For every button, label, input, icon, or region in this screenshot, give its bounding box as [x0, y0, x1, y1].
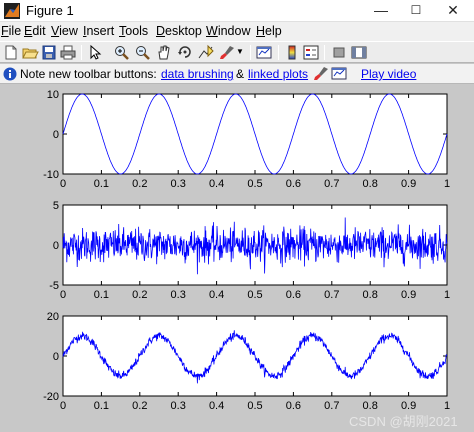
brush-dropdown-arrow-icon[interactable]: ▼ [236, 47, 244, 56]
info-bar: Note new toolbar buttons: data brushing … [0, 64, 474, 84]
data-cursor-icon[interactable] [197, 44, 215, 61]
x-tick-label: 0.1 [94, 178, 109, 190]
x-tick-label: 0.3 [171, 400, 186, 412]
x-tick-label: 0.5 [247, 289, 262, 301]
x-tick-label: 0.6 [286, 178, 301, 190]
x-tick-label: 0.3 [171, 178, 186, 190]
link-plot-icon[interactable] [255, 44, 273, 61]
y-tick-label: -20 [43, 391, 59, 403]
info-ampersand: & [236, 67, 245, 81]
play-video-link[interactable]: Play video [361, 67, 417, 81]
brush-icon [314, 67, 328, 80]
x-tick-label: 0.8 [363, 178, 378, 190]
zoom-out-icon[interactable] [134, 44, 152, 61]
x-tick-label: 0 [60, 289, 66, 301]
menu-desktop[interactable]: Desktop [156, 24, 202, 38]
x-tick-label: 0.6 [286, 289, 301, 301]
x-tick-label: 0.9 [401, 178, 416, 190]
edit-plot-arrow-icon[interactable] [86, 44, 104, 61]
new-figure-icon[interactable] [2, 44, 20, 61]
x-tick-label: 0.5 [247, 178, 262, 190]
series-line-3 [62, 330, 448, 384]
x-tick-label: 0.3 [171, 289, 186, 301]
toolbar-separator [324, 45, 325, 60]
x-tick-label: 0.6 [286, 400, 301, 412]
menu-file[interactable]: File [1, 24, 22, 38]
series-line-2 [62, 217, 448, 275]
x-tick-label: 0.9 [401, 289, 416, 301]
toolbar-separator [250, 45, 251, 60]
menu-tools[interactable]: Tools [119, 24, 149, 38]
print-icon[interactable] [59, 44, 77, 61]
x-tick-label: 1 [444, 178, 450, 190]
x-tick-label: 1 [444, 400, 450, 412]
menu-help[interactable]: Help [256, 24, 282, 38]
x-tick-label: 0.4 [209, 178, 224, 190]
close-button[interactable]: ✕ [447, 2, 459, 18]
y-tick-label: 0 [53, 351, 59, 363]
y-tick-label: 0 [53, 129, 59, 141]
linked-plots-link[interactable]: linked plots [248, 67, 309, 81]
x-tick-label: 1 [444, 289, 450, 301]
x-tick-label: 0.1 [94, 289, 109, 301]
open-file-icon[interactable] [21, 44, 39, 61]
y-tick-label: -10 [43, 169, 59, 181]
x-tick-label: 0.2 [132, 178, 147, 190]
link-plot-icon [331, 67, 347, 80]
x-tick-label: 0.8 [363, 289, 378, 301]
x-tick-label: 0.4 [209, 400, 224, 412]
x-tick-label: 0.1 [94, 400, 109, 412]
x-tick-label: 0.2 [132, 289, 147, 301]
window-titlebar: Figure 1 — ☐ ✕ [0, 0, 474, 22]
hide-plot-tools-icon[interactable] [330, 44, 348, 61]
minimize-button[interactable]: — [374, 2, 388, 18]
legend-icon[interactable] [302, 44, 320, 61]
x-tick-label: 0.9 [401, 400, 416, 412]
info-icon [3, 67, 17, 81]
info-message: Note new toolbar buttons: [20, 67, 157, 81]
zoom-in-icon[interactable] [113, 44, 131, 61]
y-tick-label: 10 [47, 89, 59, 101]
data-brushing-link[interactable]: data brushing [161, 67, 234, 81]
pan-hand-icon[interactable] [155, 44, 173, 61]
y-tick-label: -5 [49, 280, 59, 292]
x-tick-label: 0.7 [324, 289, 339, 301]
save-icon[interactable] [40, 44, 58, 61]
rotate-3d-icon[interactable] [176, 44, 194, 61]
figure-toolbar: ▼ [0, 41, 474, 63]
x-tick-label: 0.5 [247, 400, 262, 412]
menu-view[interactable]: View [51, 24, 78, 38]
matlab-figure-icon [4, 3, 20, 19]
figure-canvas: 0 0.1 0.2 0.3 0.4 0.5 0.6 0.7 0.8 0.9 1 10 0 -10 0 0.1 0… [0, 85, 474, 432]
x-tick-label: 0 [60, 178, 66, 190]
brush-icon[interactable] [218, 44, 236, 61]
y-tick-label: 20 [47, 311, 59, 323]
menu-insert[interactable]: Insert [83, 24, 115, 38]
window-title: Figure 1 [26, 3, 74, 18]
menu-window[interactable]: Window [206, 24, 251, 38]
toolbar-separator [81, 45, 82, 60]
x-tick-label: 0.7 [324, 400, 339, 412]
colorbar-icon[interactable] [283, 44, 301, 61]
x-tick-label: 0.8 [363, 400, 378, 412]
series-line-1 [62, 93, 448, 175]
x-tick-label: 0.2 [132, 400, 147, 412]
y-tick-label: 0 [53, 240, 59, 252]
toolbar-separator [278, 45, 279, 60]
x-tick-label: 0 [60, 400, 66, 412]
x-tick-label: 0.4 [209, 289, 224, 301]
x-tick-label: 0.7 [324, 178, 339, 190]
y-tick-label: 5 [53, 200, 59, 212]
maximize-button[interactable]: ☐ [410, 3, 422, 17]
show-plot-tools-icon[interactable] [350, 44, 368, 61]
menu-bar: File Edit View Insert Tools Desktop Wind… [0, 22, 474, 41]
menu-edit[interactable]: Edit [24, 24, 46, 38]
watermark-text: CSDN @胡刚2021 [349, 414, 458, 429]
